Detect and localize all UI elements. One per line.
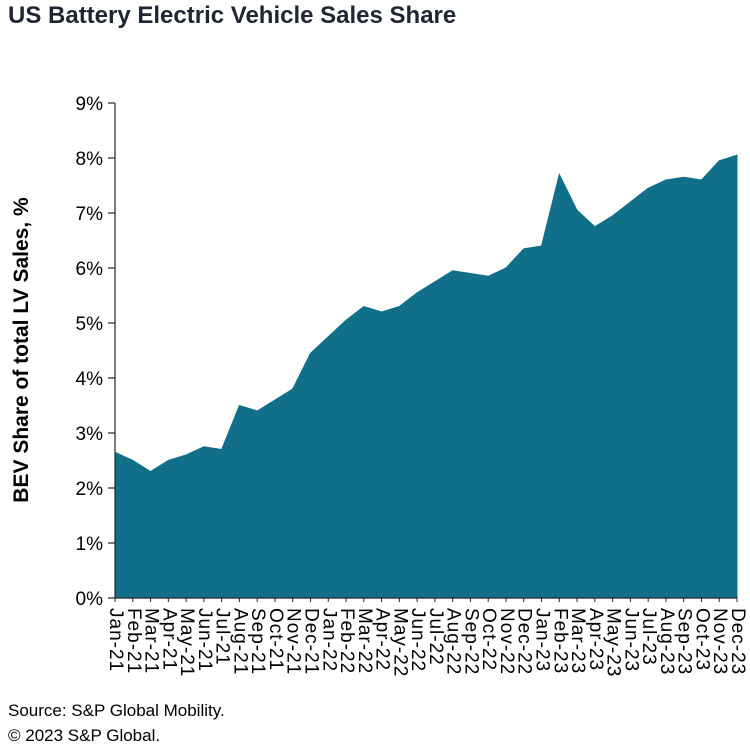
x-tick-label: Oct-21 [265,608,286,671]
x-tick-label: Mar-21 [141,608,162,674]
y-tick-label: 1% [76,534,104,555]
x-tick-label: Feb-22 [336,608,357,674]
x-tick-label: Oct-23 [691,608,712,671]
x-tick-label: Aug-21 [229,608,250,675]
chart-footer: Source: S&P Global Mobility. © 2023 S&P … [8,698,225,748]
x-tick-label: Mar-22 [354,608,375,674]
x-tick-label: Aug-22 [443,608,464,675]
x-tick-label: Jun-23 [620,608,641,672]
y-tick-label: 4% [76,369,104,390]
y-tick-label: 0% [76,589,104,610]
x-tick-label: Nov-21 [283,608,304,675]
x-tick-label: Oct-22 [478,608,499,671]
x-tick-label: Aug-23 [656,608,677,675]
x-tick-label: May-23 [603,608,624,677]
x-tick-label: Mar-23 [567,608,588,674]
x-tick-label: Jul-22 [425,608,446,666]
x-tick-label: May-22 [389,608,410,677]
y-tick-label: 6% [76,259,104,280]
x-tick-label: Jul-23 [638,608,659,666]
x-tick-label: Sep-22 [460,608,481,675]
y-tick-label: 3% [76,424,104,445]
chart-title: US Battery Electric Vehicle Sales Share [8,2,457,29]
x-tick-label: Jun-21 [194,608,215,672]
source-note: Source: S&P Global Mobility. [8,701,225,720]
x-tick-label: Dec-23 [727,608,748,675]
x-tick-label: Dec-22 [514,608,535,675]
x-tick-label: Sep-21 [247,608,268,675]
x-tick-label: Nov-22 [496,608,517,675]
y-tick-label: 2% [76,479,104,500]
bev-share-area-series [114,154,738,599]
x-tick-label: Apr-22 [372,608,393,671]
x-tick-label: Feb-23 [549,608,570,674]
x-tick-label: Jan-22 [318,608,339,672]
copyright-note: © 2023 S&P Global. [8,726,161,745]
y-tick-label: 8% [76,149,104,170]
y-tick-label: 7% [76,204,104,225]
x-tick-label: Apr-21 [158,608,179,671]
bev-share-area-chart: 0%1%2%3%4%5%6%7%8%9%Jan-21Feb-21Mar-21Ap… [76,94,748,677]
x-tick-label: May-21 [176,608,197,677]
x-tick-label: Apr-23 [585,608,606,671]
x-tick-label: Jun-22 [407,608,428,672]
x-tick-label: Jan-21 [105,608,126,672]
x-tick-label: Dec-21 [300,608,321,675]
x-tick-label: Jan-23 [532,608,553,672]
x-tick-label: Sep-23 [674,608,695,675]
y-tick-label: 5% [76,314,104,335]
y-tick-label: 9% [76,94,104,115]
x-tick-label: Nov-23 [709,608,730,675]
x-tick-label: Jul-21 [212,608,233,666]
x-tick-label: Feb-21 [123,608,144,674]
